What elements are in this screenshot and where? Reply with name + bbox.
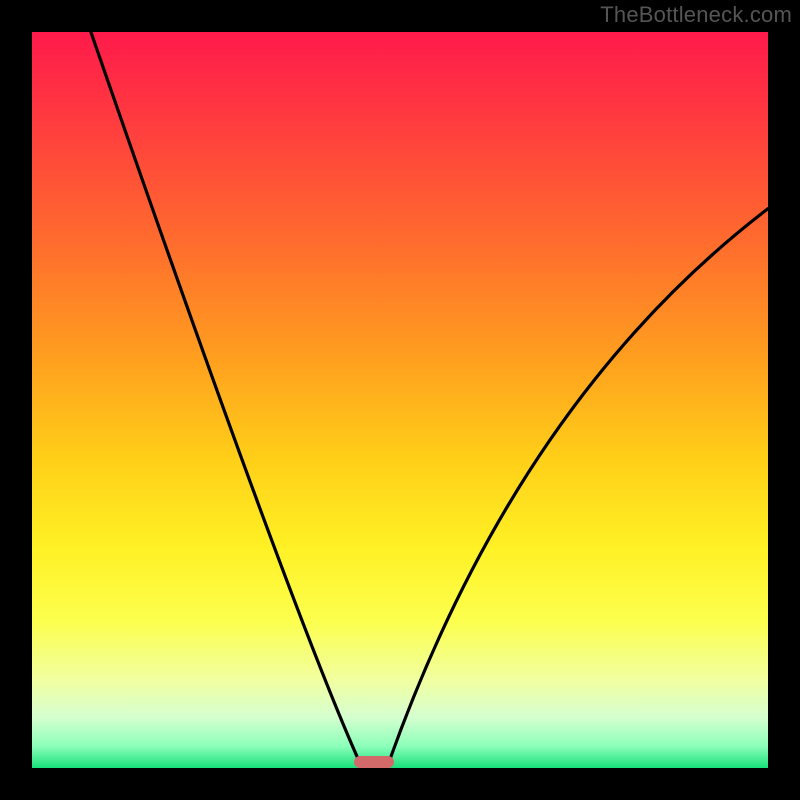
curve-right-branch: [389, 209, 768, 762]
chart-container: TheBottleneck.com: [0, 0, 800, 800]
watermark-label: TheBottleneck.com: [600, 2, 792, 28]
optimal-point-marker: [354, 756, 394, 768]
bottleneck-curve: [32, 32, 768, 768]
plot-area: [32, 32, 768, 768]
curve-left-branch: [91, 32, 360, 762]
